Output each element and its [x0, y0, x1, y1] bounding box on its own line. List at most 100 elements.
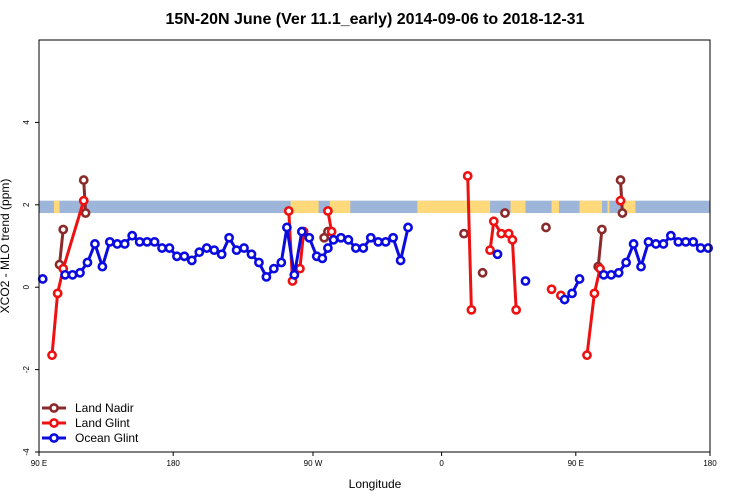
series-1-point-3-0 [462, 171, 473, 181]
series-2-point-5-7 [651, 239, 661, 249]
series-2-point-1-45 [388, 232, 399, 243]
series-0-point-8-1 [617, 208, 628, 218]
series-0-point-1-1 [80, 208, 91, 218]
series-2-point-5-13 [695, 243, 706, 253]
series-2-point-1-35 [317, 253, 328, 264]
series-2-point-1-1 [67, 269, 78, 280]
series-0-point-3-0 [459, 228, 469, 239]
series-2-point-1-47 [403, 222, 413, 233]
series-2-point-1-8 [119, 239, 130, 249]
x-tick-label-3: 0 [439, 459, 444, 468]
legend-marker-1 [49, 418, 59, 428]
series-2-point-5-8 [658, 239, 669, 249]
series-2-point-1-39 [343, 234, 354, 245]
series-2-point-5-3 [621, 257, 632, 268]
band-land-6 [579, 200, 602, 214]
legend-label-0: Land Nadir [75, 401, 134, 415]
series-2-point-1-19 [201, 243, 212, 253]
series-2-point-5-14 [703, 243, 714, 253]
legend-item-2: Ocean Glint [42, 431, 139, 445]
series-1-point-4-5 [511, 304, 522, 315]
series-1-point-8-0 [615, 195, 626, 206]
series-2-point-4-2 [574, 274, 585, 284]
coverage-band [39, 200, 710, 214]
series-2-point-1-27 [261, 271, 272, 282]
legend-label-1: Land Glint [75, 416, 130, 430]
series-2-point-1-0 [60, 269, 70, 280]
y-tick-label-3: 2 [22, 202, 31, 207]
series-0-point-6-0 [541, 222, 551, 233]
series-2-point-1-41 [358, 243, 369, 253]
series-2-point-1-23 [231, 245, 242, 256]
series-2-point-5-10 [673, 236, 684, 247]
x-tick-label-0: 90 E [31, 459, 47, 468]
series-2-point-1-42 [365, 232, 376, 243]
series-0 [54, 175, 628, 278]
series-2-point-1-6 [104, 236, 115, 247]
series-2-point-5-0 [598, 269, 609, 280]
series-2-point-4-0 [559, 294, 570, 305]
series-2-point-5-4 [628, 239, 639, 249]
series-2-point-1-17 [186, 255, 197, 266]
series-2-point-5-6 [643, 236, 654, 247]
series-0-point-0-1 [58, 224, 69, 235]
series-2-point-5-5 [636, 261, 646, 272]
series-0-line-7 [596, 229, 604, 267]
x-axis-label: Longitude [349, 477, 402, 491]
series-1-point-0-3 [78, 195, 89, 206]
x-tick-label-2: 90 W [304, 459, 323, 468]
series-2-point-5-2 [613, 267, 624, 278]
series-2-point-1-9 [127, 230, 138, 241]
series-2-point-1-46 [395, 255, 406, 266]
series-1-line-0 [50, 200, 86, 356]
series-2-point-1-10 [134, 236, 145, 247]
band-land-7 [607, 200, 610, 214]
series-2-point-1-44 [380, 236, 391, 247]
series-2-point-1-26 [254, 257, 264, 268]
series-0-line-0 [58, 229, 65, 265]
series-1-point-5-0 [546, 284, 557, 295]
series-1-point-0-1 [52, 288, 63, 299]
series-2-point-1-7 [112, 239, 123, 249]
series-2-point-1-28 [268, 263, 279, 274]
series-2-point-3-0 [520, 276, 531, 286]
series-2-point-1-2 [75, 267, 85, 278]
band-land-2 [329, 200, 351, 214]
series-1-point-3-1 [466, 304, 477, 315]
legend-marker-2 [49, 433, 59, 443]
series-2-point-1-33 [304, 232, 315, 243]
legend-label-2: Ocean Glint [75, 431, 139, 445]
series-2-point-1-31 [289, 269, 300, 280]
series-1-point-7-0 [582, 350, 592, 361]
series-2-point-1-37 [328, 234, 339, 245]
series-2-point-2-0 [492, 249, 503, 260]
axes: 90 E 180 90 W 0 90 E 180 -4 -2 0 2 4 [22, 120, 717, 468]
series-2-point-1-29 [276, 257, 287, 268]
series-1-point-4-4 [507, 234, 518, 245]
legend-marker-0 [49, 403, 59, 413]
series-2-point-1-40 [350, 243, 361, 253]
series-2-point-1-18 [194, 247, 205, 258]
series-2-point-1-22 [224, 232, 235, 243]
series-1-point-7-1 [589, 288, 600, 299]
series-1-point-4-0 [485, 245, 495, 256]
series-1-point-2-0 [323, 206, 333, 216]
series-2-point-5-11 [680, 236, 691, 247]
band-land-3 [417, 200, 491, 214]
series-2 [37, 222, 714, 305]
series-2-point-1-30 [281, 222, 292, 233]
series-2-point-1-21 [216, 249, 227, 260]
y-tick-label-0: -4 [22, 448, 31, 456]
series-0-point-8-0 [615, 175, 626, 185]
band-land-4 [510, 200, 526, 214]
chart-title: 15N-20N June (Ver 11.1_early) 2014-09-06… [166, 11, 585, 28]
series-1-point-0-0 [47, 350, 57, 361]
series-1-point-4-1 [488, 216, 499, 227]
band-ocean [39, 200, 710, 214]
series-2-point-1-5 [97, 261, 108, 272]
y-tick-label-2: 0 [22, 284, 31, 289]
x-tick-label-5: 180 [703, 459, 717, 468]
plot-frame [38, 39, 711, 453]
